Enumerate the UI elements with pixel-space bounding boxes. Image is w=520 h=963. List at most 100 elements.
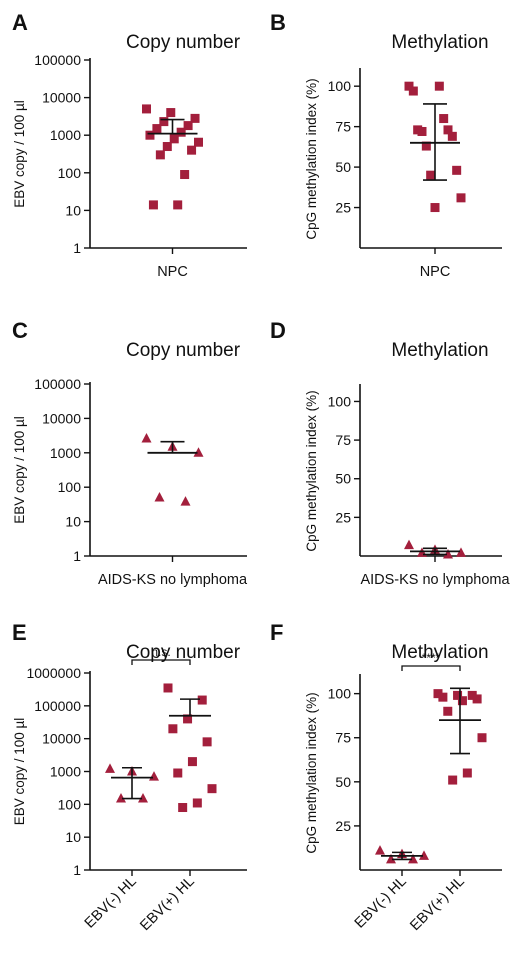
data-point xyxy=(457,696,467,706)
data-point xyxy=(180,496,191,506)
panel-letter: A xyxy=(12,10,28,35)
panel-E: E Copy number EBV copy / 100 µl 1 10 100 1000 1… xyxy=(12,620,247,934)
data-point xyxy=(154,492,165,502)
y-tick-label: 10000 xyxy=(42,90,81,106)
x-category-label: NPC xyxy=(420,264,451,280)
data-point xyxy=(434,81,444,91)
data-point xyxy=(448,775,458,785)
y-tick-label: 1 xyxy=(73,240,81,256)
panel-letter: B xyxy=(270,10,286,35)
data-point xyxy=(173,200,183,210)
data-point xyxy=(408,86,418,96)
data-point xyxy=(192,798,202,808)
data-point xyxy=(141,433,152,443)
data-point xyxy=(375,845,385,855)
data-point xyxy=(408,853,418,864)
x-category-label: AIDS-KS no lymphoma xyxy=(360,572,510,588)
y-tick-label: 10 xyxy=(65,202,81,218)
y-tick-label: 100 xyxy=(58,796,82,812)
panel-title: Methylation xyxy=(391,32,488,53)
y-tick-label: 10 xyxy=(65,514,81,530)
y-axis-label: EBV copy / 100 µl xyxy=(12,718,27,826)
panel-title: Methylation xyxy=(391,642,488,663)
data-point xyxy=(207,784,217,794)
data-point xyxy=(180,170,190,180)
data-point xyxy=(159,117,169,127)
y-tick-label: 100 xyxy=(58,165,82,181)
x-category-label: NPC xyxy=(157,264,188,280)
data-point xyxy=(443,706,453,716)
data-point xyxy=(183,714,193,724)
data-point xyxy=(194,137,203,147)
data-point xyxy=(467,690,477,700)
data-point xyxy=(116,793,126,803)
panel-letter: C xyxy=(12,318,28,343)
data-point xyxy=(456,193,466,203)
data-point xyxy=(187,757,197,767)
y-tick-label: 25 xyxy=(335,200,351,216)
data-point xyxy=(426,170,436,180)
y-tick-label: 1000000 xyxy=(26,665,81,681)
data-point xyxy=(152,124,162,134)
y-tick-label: 100 xyxy=(328,393,352,409)
data-point xyxy=(447,131,457,141)
data-point xyxy=(202,737,212,747)
y-tick-label: 1000 xyxy=(50,445,81,461)
data-point xyxy=(404,539,414,550)
x-category-label: EBV(-) HL xyxy=(352,874,410,932)
x-category-label: EBV(-) HL xyxy=(82,874,140,932)
data-point xyxy=(187,145,197,155)
data-point xyxy=(190,113,200,123)
y-tick-label: 100 xyxy=(58,479,82,495)
data-point xyxy=(419,850,429,860)
y-tick-label: 100000 xyxy=(34,376,81,392)
y-tick-label: 1000 xyxy=(50,764,81,780)
data-point xyxy=(166,108,176,118)
y-tick-label: 75 xyxy=(335,730,351,746)
y-tick-label: 10000 xyxy=(42,731,81,747)
data-point xyxy=(168,724,178,734)
y-tick-label: 75 xyxy=(335,432,351,448)
data-point xyxy=(183,121,193,131)
y-tick-label: 1 xyxy=(73,548,81,564)
y-tick-label: 50 xyxy=(335,471,351,487)
data-point xyxy=(439,114,449,124)
significance-label: n.s. xyxy=(151,645,170,659)
data-point xyxy=(142,104,151,114)
significance-bracket xyxy=(131,659,191,665)
y-axis-label: CpG methylation index (%) xyxy=(304,692,319,853)
data-point xyxy=(472,694,482,704)
data-point xyxy=(430,203,440,213)
y-tick-label: 100 xyxy=(328,686,352,702)
panel-F: F Methylation CpG methylation index (%) 25 5… xyxy=(270,620,502,934)
y-tick-label: 100 xyxy=(328,78,352,94)
data-point xyxy=(443,125,453,135)
x-category-label: AIDS-KS no lymphoma xyxy=(98,572,248,588)
data-point xyxy=(386,853,396,864)
data-point xyxy=(453,690,463,700)
panel-A: A Copy number EBV copy / 100 µl 1 10 100 1000 1… xyxy=(12,10,247,280)
panel-letter: D xyxy=(270,318,286,343)
data-point xyxy=(145,130,155,140)
panel-letter: E xyxy=(12,620,27,645)
data-point xyxy=(176,127,186,137)
panel-title: Methylation xyxy=(391,340,488,361)
panel-title: Copy number xyxy=(126,32,241,53)
data-point xyxy=(148,200,158,210)
data-point xyxy=(178,803,188,813)
y-tick-label: 100000 xyxy=(34,698,81,714)
y-tick-label: 10000 xyxy=(42,410,81,426)
x-category-label: EBV(+) HL xyxy=(407,874,468,935)
data-point xyxy=(462,768,472,778)
data-point xyxy=(173,768,183,778)
y-tick-label: 25 xyxy=(335,509,351,525)
y-tick-label: 1000 xyxy=(50,127,81,143)
data-point xyxy=(105,763,115,773)
y-tick-label: 100000 xyxy=(34,52,81,68)
x-category-label: EBV(+) HL xyxy=(137,874,198,935)
y-tick-label: 1 xyxy=(73,862,81,878)
data-point xyxy=(155,150,165,160)
panel-C: C Copy number EBV copy / 100 µl 1 10 100 1000 1… xyxy=(12,318,248,588)
data-point xyxy=(197,695,207,705)
